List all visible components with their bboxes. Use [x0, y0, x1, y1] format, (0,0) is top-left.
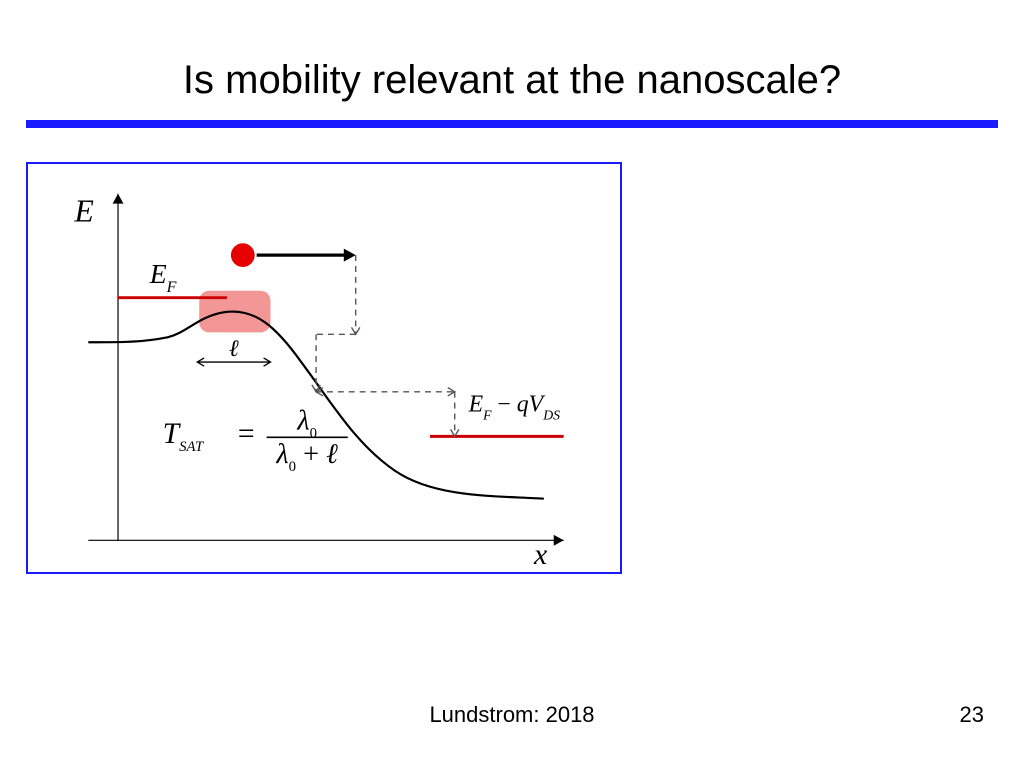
- energy-band-diagram: ℓ Ex EF EF − qVDS TSAT = λ0λ0 + ℓ: [26, 162, 622, 574]
- diagram-svg: ℓ Ex EF EF − qVDS TSAT = λ0λ0 + ℓ: [28, 164, 620, 572]
- svg-text:EF − qVDS: EF − qVDS: [468, 392, 561, 423]
- page-number: 23: [960, 702, 984, 728]
- footer-attribution: Lundstrom: 2018: [0, 702, 1024, 728]
- svg-text:=: =: [238, 418, 255, 450]
- svg-text:TSAT: TSAT: [163, 418, 205, 455]
- svg-text:ℓ: ℓ: [229, 336, 239, 362]
- slide: Is mobility relevant at the nanoscale? ℓ…: [0, 0, 1024, 768]
- slide-title: Is mobility relevant at the nanoscale?: [0, 58, 1024, 103]
- svg-text:EF: EF: [149, 258, 177, 296]
- title-rule: [26, 120, 998, 128]
- svg-text:λ0 + ℓ: λ0 + ℓ: [275, 439, 338, 475]
- svg-text:E: E: [73, 193, 93, 228]
- svg-text:x: x: [533, 539, 547, 571]
- svg-text:λ0: λ0: [296, 405, 317, 441]
